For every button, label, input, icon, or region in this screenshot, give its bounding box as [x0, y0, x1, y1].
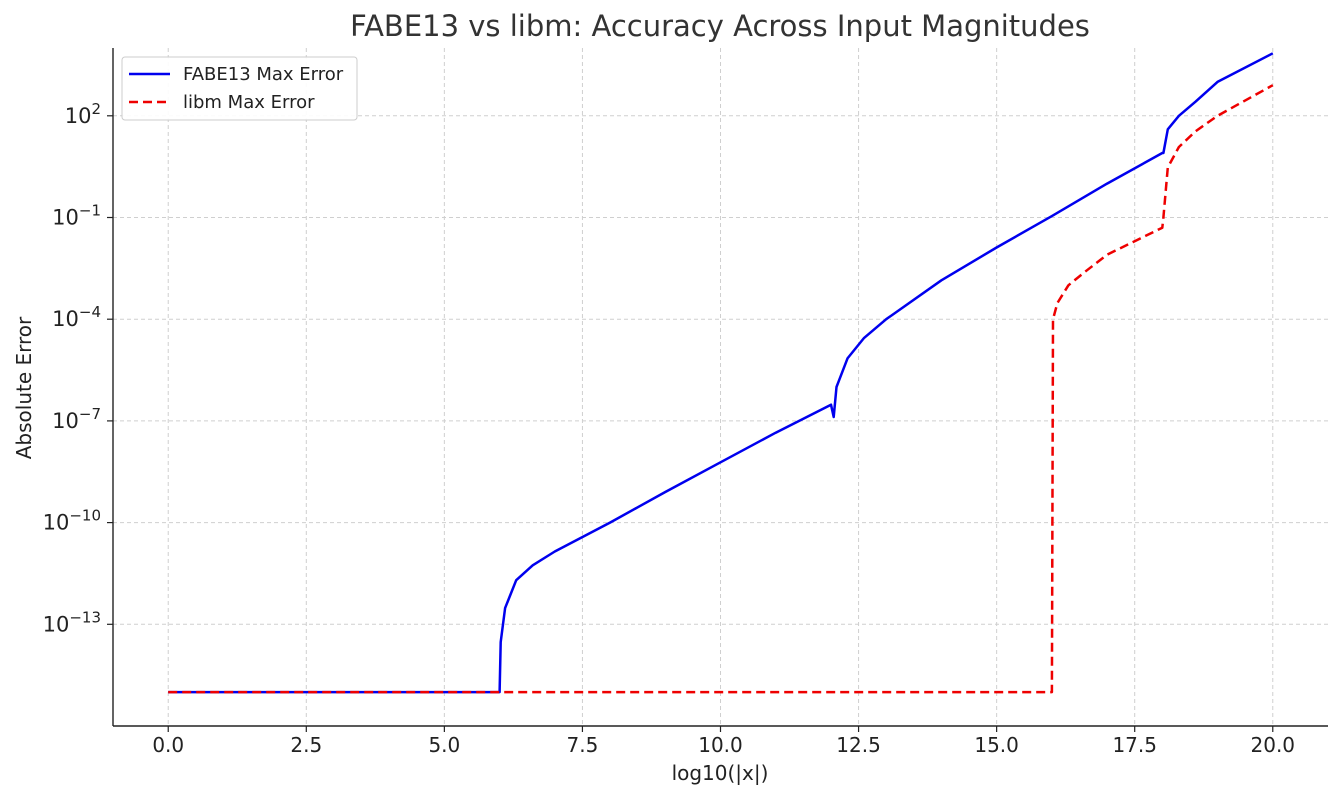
y-tick-label: 102	[65, 100, 101, 128]
chart-title: FABE13 vs libm: Accuracy Across Input Ma…	[350, 9, 1090, 43]
x-axis-label: log10(|x|)	[672, 761, 769, 785]
grid-layer	[113, 48, 1328, 726]
x-tick-label: 2.5	[290, 733, 322, 757]
x-tick-label: 17.5	[1112, 733, 1157, 757]
tick-layer: 0.0 2.5 5.0 7.5 10.0 12.5 15.0 17.5 20.0 102 10−1 1…	[43, 100, 1295, 757]
y-tick-label: 10−1	[52, 202, 101, 230]
legend-label-fabe13: FABE13 Max Error	[183, 64, 344, 85]
x-tick-label: 10.0	[698, 733, 743, 757]
series-line-libm-max-error	[168, 84, 1274, 694]
x-tick-label: 20.0	[1251, 733, 1296, 757]
legend: FABE13 Max Error libm Max Error	[121, 56, 358, 121]
y-axis-label: Absolute Error	[12, 316, 36, 459]
x-tick-label: 0.0	[152, 733, 184, 757]
y-tick-label: 10−7	[52, 405, 101, 433]
series-layer	[168, 52, 1274, 694]
series-line-fabe13-max-error	[168, 52, 1274, 694]
x-tick-label: 15.0	[974, 733, 1019, 757]
legend-box	[121, 56, 358, 121]
y-tick-label: 10−13	[43, 608, 101, 636]
y-tick-label: 10−10	[43, 507, 101, 535]
legend-label-libm: libm Max Error	[183, 92, 315, 113]
x-tick-label: 7.5	[567, 733, 599, 757]
x-tick-label: 5.0	[428, 733, 460, 757]
x-tick-label: 12.5	[836, 733, 881, 757]
y-tick-label: 10−4	[52, 303, 101, 331]
